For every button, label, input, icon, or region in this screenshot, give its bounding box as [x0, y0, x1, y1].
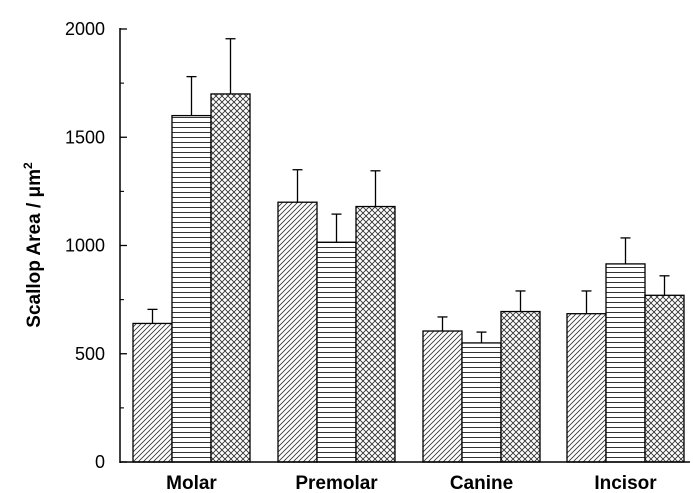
bars-layer [132, 93, 685, 463]
x-tick-label-premolar: Premolar [295, 473, 378, 493]
y-tick-label: 1000 [65, 236, 105, 256]
bar-premolar-1 [277, 201, 318, 463]
bar-premolar-2 [316, 241, 357, 463]
y-tick-label: 500 [75, 344, 105, 364]
bar-incisor-3 [644, 294, 685, 463]
bar-incisor-1 [566, 313, 607, 463]
bar-molar-2 [171, 114, 212, 463]
x-tick-label-incisor: Incisor [594, 473, 657, 493]
y-tick-label: 2000 [65, 19, 105, 39]
y-axis-title-main: Scallop Area / μm [24, 169, 45, 328]
y-axis-title: Scallop Area / μm2 [21, 162, 45, 328]
y-ticks: 0 500 1000 1500 2000 [65, 19, 127, 472]
bar-canine-1 [422, 330, 463, 463]
x-tick-label-molar: Molar [166, 473, 217, 493]
bar-molar-1 [132, 322, 173, 463]
y-tick-label: 0 [95, 452, 105, 472]
y-tick-label: 1500 [65, 127, 105, 147]
y-axis-title-superscript: 2 [21, 162, 35, 169]
x-tick-labels: Molar Premolar Canine Incisor [166, 473, 657, 493]
bar-canine-2 [461, 342, 502, 463]
bar-incisor-2 [605, 263, 646, 463]
bar-premolar-3 [355, 205, 396, 463]
bar-canine-3 [500, 310, 541, 463]
x-tick-label-canine: Canine [450, 473, 513, 493]
error-bars-layer [147, 38, 670, 343]
bar-molar-3 [210, 93, 251, 463]
